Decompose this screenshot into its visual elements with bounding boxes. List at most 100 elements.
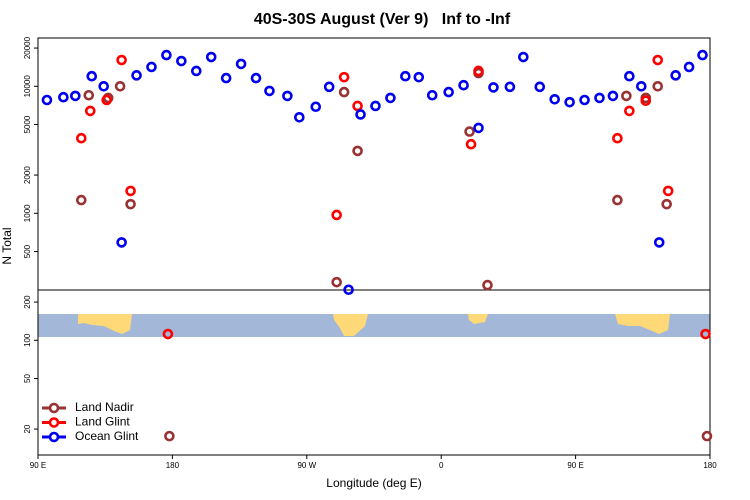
x-tick-label: 90 W xyxy=(297,461,316,470)
y-tick-label: 10000 xyxy=(23,75,32,98)
y-tick-label: 2000 xyxy=(23,166,32,184)
marker xyxy=(413,71,425,83)
chart-title: 40S-30S August (Ver 9) Inf to -Inf xyxy=(254,11,511,28)
marker xyxy=(458,79,469,91)
legend-marker xyxy=(48,402,60,414)
marker xyxy=(662,185,674,197)
marker xyxy=(343,284,354,296)
marker xyxy=(426,89,438,101)
y-tick-label: 200 xyxy=(23,295,32,309)
marker xyxy=(338,86,350,98)
marker xyxy=(612,132,623,144)
marker xyxy=(86,70,98,82)
marker xyxy=(534,81,546,93)
marker xyxy=(621,90,632,102)
legend-label: Ocean Glint xyxy=(75,429,139,443)
marker xyxy=(331,276,342,288)
marker xyxy=(488,82,499,93)
marker xyxy=(235,58,247,70)
marker xyxy=(41,94,53,106)
y-tick-label: 50 xyxy=(23,374,32,383)
marker xyxy=(264,85,275,97)
marker xyxy=(652,54,664,66)
marker xyxy=(250,72,262,84)
marker xyxy=(465,138,477,150)
marker xyxy=(125,198,136,210)
marker xyxy=(504,81,516,93)
marker xyxy=(352,100,363,112)
marker xyxy=(579,94,590,106)
marker xyxy=(98,80,110,92)
marker xyxy=(83,89,95,101)
marker xyxy=(549,93,560,105)
marker xyxy=(564,96,575,108)
marker xyxy=(624,70,635,82)
marker xyxy=(482,279,493,291)
marker xyxy=(400,70,411,82)
marker xyxy=(162,328,174,340)
legend-marker xyxy=(48,431,60,443)
y-tick-label: 5000 xyxy=(23,115,32,133)
marker xyxy=(331,209,342,221)
legend-marker xyxy=(48,417,60,428)
ocean xyxy=(38,314,710,337)
marker xyxy=(76,132,87,144)
land xyxy=(78,314,132,334)
marker xyxy=(282,90,293,102)
marker xyxy=(640,95,652,107)
x-tick-label: 90 E xyxy=(30,461,46,470)
y-tick-label: 1000 xyxy=(23,204,32,222)
x-tick-label: 180 xyxy=(703,461,717,470)
marker xyxy=(385,92,396,104)
marker xyxy=(70,90,81,102)
marker xyxy=(310,101,322,113)
land xyxy=(615,314,670,334)
marker xyxy=(370,100,381,112)
marker xyxy=(607,90,619,102)
land xyxy=(468,314,488,324)
map-strip xyxy=(38,314,710,337)
x-tick-label: 0 xyxy=(439,461,444,470)
legend-label: Land Glint xyxy=(75,415,130,429)
marker xyxy=(338,71,350,83)
y-tick-label: 20 xyxy=(23,424,32,433)
marker xyxy=(176,55,187,67)
marker xyxy=(464,126,475,137)
marker xyxy=(701,430,713,442)
y-tick-label: 20000 xyxy=(23,36,32,59)
marker xyxy=(355,109,366,120)
x-axis-label: Longitude (deg E) xyxy=(326,476,421,490)
marker xyxy=(473,122,484,134)
marker xyxy=(190,65,202,77)
marker xyxy=(612,194,623,206)
land xyxy=(333,314,368,336)
marker xyxy=(700,328,711,340)
marker xyxy=(661,198,672,210)
marker xyxy=(101,94,112,106)
marker xyxy=(652,80,664,92)
marker xyxy=(352,145,363,157)
marker xyxy=(697,49,708,61)
x-tick-label: 180 xyxy=(166,461,180,470)
marker xyxy=(76,194,87,206)
marker xyxy=(114,80,126,92)
marker xyxy=(58,91,69,103)
y-axis-label: N Total xyxy=(0,227,14,264)
legend-label: Land Nadir xyxy=(75,400,134,414)
x-tick-label: 90 E xyxy=(567,461,583,470)
marker xyxy=(205,51,217,63)
marker xyxy=(323,81,335,93)
marker xyxy=(161,49,172,61)
marker xyxy=(443,86,454,98)
marker xyxy=(164,430,175,442)
marker xyxy=(125,185,136,197)
marker xyxy=(683,61,695,73)
marker xyxy=(624,105,635,117)
marker xyxy=(116,54,127,66)
marker xyxy=(473,65,484,77)
marker xyxy=(653,237,665,248)
marker xyxy=(636,80,647,92)
marker xyxy=(294,111,305,123)
